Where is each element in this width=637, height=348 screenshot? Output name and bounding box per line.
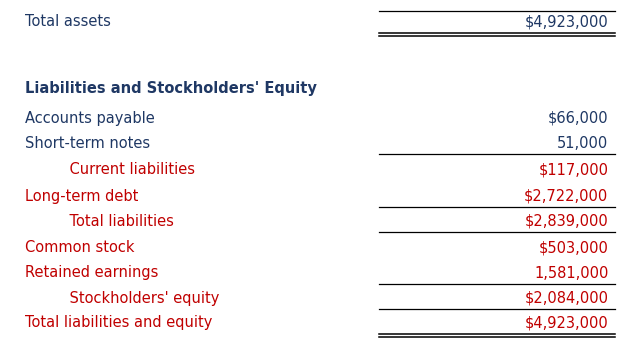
Text: $2,084,000: $2,084,000 [524,291,608,306]
Text: $2,722,000: $2,722,000 [524,189,608,204]
Text: $4,923,000: $4,923,000 [525,316,608,331]
Text: $117,000: $117,000 [538,163,608,177]
Text: 51,000: 51,000 [557,135,608,150]
Text: 1,581,000: 1,581,000 [534,266,608,280]
Text: Total liabilities and equity: Total liabilities and equity [25,316,213,331]
Text: Long-term debt: Long-term debt [25,189,139,204]
Text: $66,000: $66,000 [548,111,608,126]
Text: Total assets: Total assets [25,15,111,30]
Text: Current liabilities: Current liabilities [51,163,195,177]
Text: $2,839,000: $2,839,000 [525,214,608,229]
Text: Stockholders' equity: Stockholders' equity [51,291,219,306]
Text: Total liabilities: Total liabilities [51,214,174,229]
Text: $4,923,000: $4,923,000 [525,15,608,30]
Text: Retained earnings: Retained earnings [25,266,159,280]
Text: Accounts payable: Accounts payable [25,111,155,126]
Text: Common stock: Common stock [25,240,135,255]
Text: Short-term notes: Short-term notes [25,135,150,150]
Text: Liabilities and Stockholders' Equity: Liabilities and Stockholders' Equity [25,80,317,95]
Text: $503,000: $503,000 [538,240,608,255]
